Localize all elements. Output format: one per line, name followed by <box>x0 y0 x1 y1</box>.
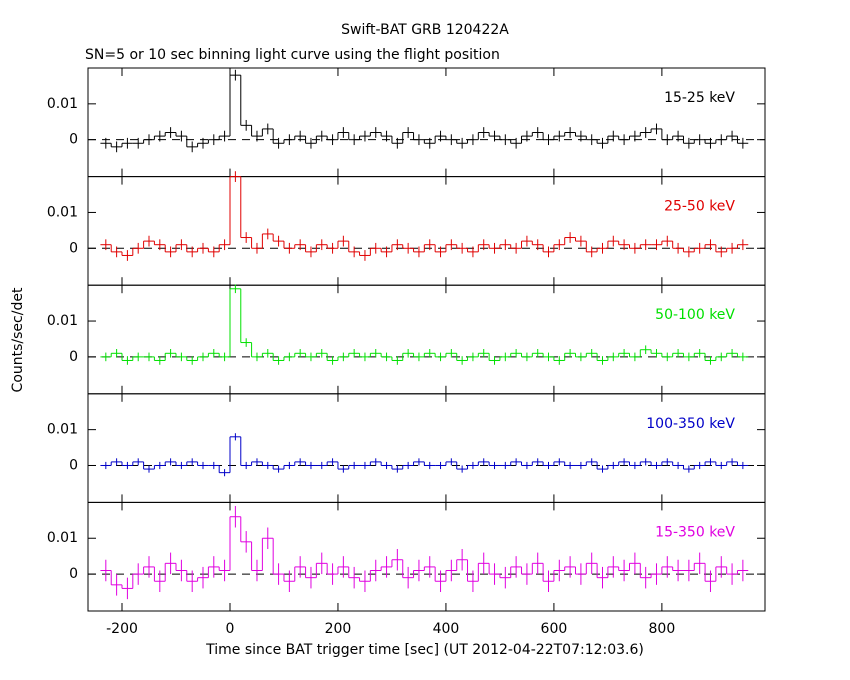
panel-frame <box>87 393 766 503</box>
x-tick-label: 200 <box>325 621 352 637</box>
y-tick-label: 0.01 <box>47 313 78 329</box>
y-tick-label: 0 <box>69 240 78 256</box>
panel-frame <box>87 176 766 286</box>
y-tick-label: 0 <box>69 457 78 473</box>
panel-frame <box>87 284 766 395</box>
x-axis-label: Time since BAT trigger time [sec] (UT 20… <box>205 642 644 658</box>
panel-label: 25-50 keV <box>664 199 735 215</box>
y-axis-label: Counts/sec/det <box>10 287 26 392</box>
y-tick-label: 0.01 <box>47 530 78 546</box>
panel-label: 50-100 keV <box>655 307 735 323</box>
x-tick-label: 0 <box>226 621 235 637</box>
x-tick-label: 400 <box>433 621 460 637</box>
y-tick-label: 0.01 <box>47 96 78 112</box>
chart-subtitle: SN=5 or 10 sec binning light curve using… <box>85 47 500 63</box>
x-tick-label: 800 <box>649 621 676 637</box>
y-tick-label: 0 <box>69 349 78 365</box>
panel-frame <box>87 501 766 612</box>
panel-frame <box>87 67 766 178</box>
chart-title: Swift-BAT GRB 120422A <box>341 22 509 38</box>
y-tick-label: 0.01 <box>47 422 78 438</box>
y-tick-label: 0.01 <box>47 204 78 220</box>
panel-label: 15-25 keV <box>664 90 735 106</box>
x-tick-label: -200 <box>106 621 138 637</box>
y-tick-label: 0 <box>69 566 78 582</box>
panel-label: 100-350 keV <box>646 416 735 432</box>
x-tick-label: 600 <box>541 621 568 637</box>
panel-label: 15-350 keV <box>655 524 735 540</box>
y-tick-label: 0 <box>69 132 78 148</box>
